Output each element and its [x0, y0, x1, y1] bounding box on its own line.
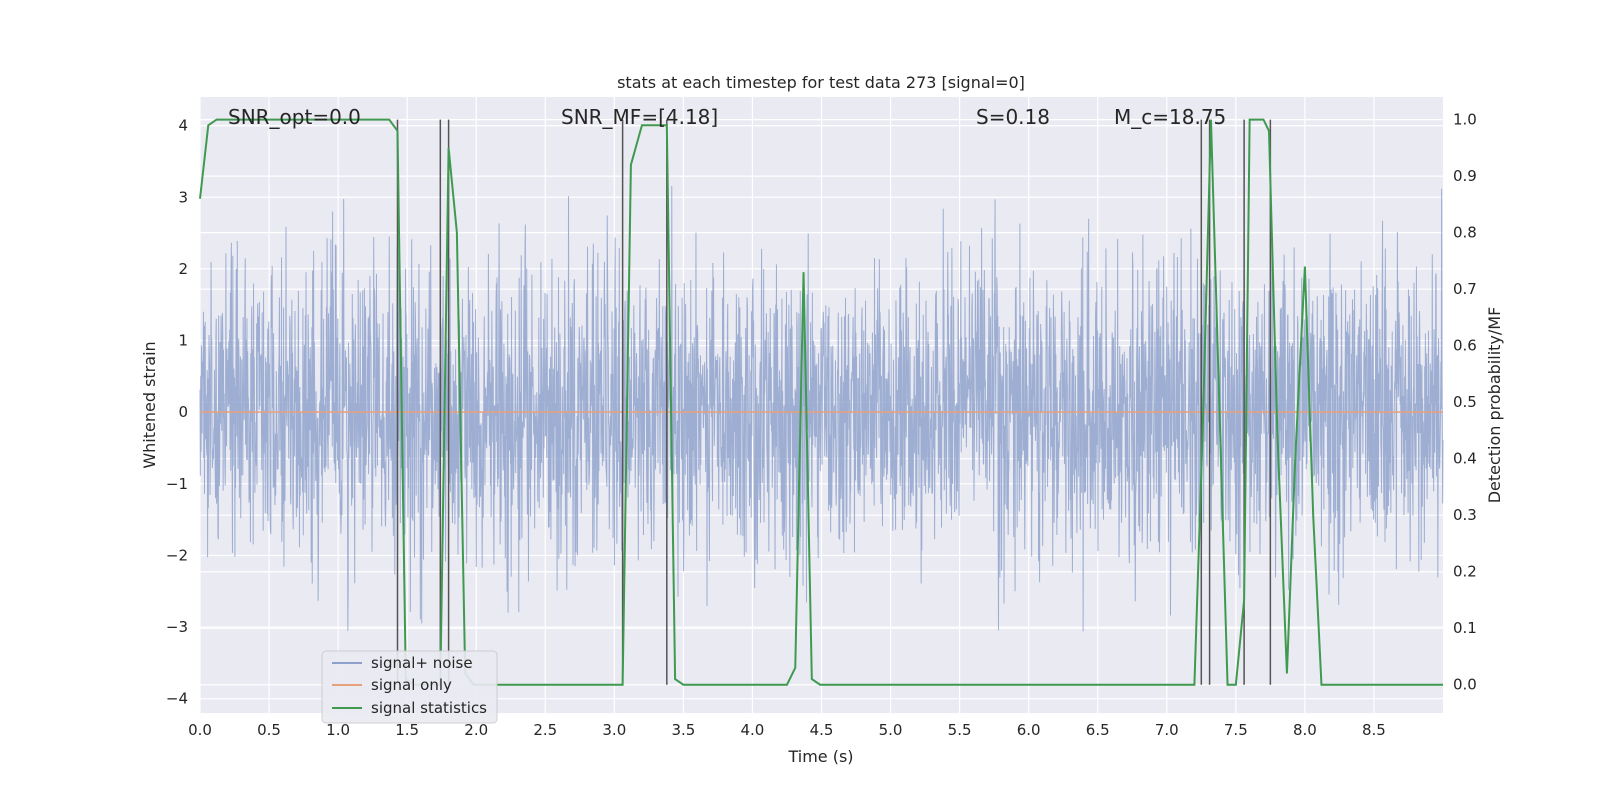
annotation-snr-mf: SNR_MF=[4.18] [561, 105, 718, 129]
x-tick-label: 4.0 [741, 721, 765, 739]
x-tick-label: 0.5 [257, 721, 281, 739]
y-right-tick-label: 0.7 [1453, 280, 1477, 298]
annotation-s: S=0.18 [976, 105, 1050, 129]
x-tick-label: 3.0 [602, 721, 626, 739]
noise-line [199, 185, 1444, 632]
x-tick-label: 0.0 [188, 721, 212, 739]
annotation-snr-opt: SNR_opt=0.0 [228, 105, 361, 129]
x-tick-label: 2.0 [464, 721, 488, 739]
y-right-tick-label: 0.3 [1453, 506, 1477, 524]
y-left-tick-label: −4 [166, 690, 188, 708]
x-tick-label: 7.0 [1155, 721, 1179, 739]
chart-title: stats at each timestep for test data 273… [617, 73, 1025, 92]
x-tick-label: 3.5 [671, 721, 695, 739]
y-left-tick-label: 3 [178, 188, 188, 206]
y-right-tick-label: 0.0 [1453, 676, 1477, 694]
legend-label-signal: signal only [371, 676, 452, 694]
legend-label-noise: signal+ noise [371, 654, 473, 672]
y-right-tick-label: 0.4 [1453, 450, 1477, 468]
x-tick-label: 6.0 [1017, 721, 1041, 739]
y-right-tick-label: 1.0 [1453, 111, 1477, 129]
annotation-mc: M_c=18.75 [1114, 105, 1226, 129]
y-right-tick-label: 0.9 [1453, 167, 1477, 185]
y-right-tick-label: 0.8 [1453, 224, 1477, 242]
x-tick-label: 2.5 [533, 721, 557, 739]
x-tick-label: 7.5 [1224, 721, 1248, 739]
x-axis-label: Time (s) [787, 747, 853, 766]
vertical-lines [396, 119, 1272, 685]
y-right-tick-label: 0.6 [1453, 337, 1477, 355]
y-left-tick-label: −3 [166, 618, 188, 636]
y-left-tick-label: −1 [166, 475, 188, 493]
legend-label-stats: signal statistics [371, 699, 487, 717]
y-axis-label-right: Detection probability/MF [1485, 307, 1504, 504]
x-tick-label: 8.0 [1293, 721, 1317, 739]
y-left-tick-label: 0 [178, 403, 188, 421]
y-left-tick-label: 2 [178, 260, 188, 278]
annotations: SNR_opt=0.0 SNR_MF=[4.18] S=0.18 M_c=18.… [228, 105, 1226, 129]
x-tick-label: 6.5 [1086, 721, 1110, 739]
y-left-tick-label: 1 [178, 332, 188, 350]
y-right-tick-label: 0.5 [1453, 393, 1477, 411]
y-right-tick-label: 0.1 [1453, 619, 1477, 637]
x-tick-label: 1.5 [395, 721, 419, 739]
x-tick-label: 8.5 [1362, 721, 1386, 739]
y-axis-label-left: Whitened strain [140, 341, 159, 468]
y-right-tick-label: 0.2 [1453, 563, 1477, 581]
signal-noise-series [199, 185, 1444, 632]
legend-box [321, 650, 498, 724]
x-tick-label: 1.0 [326, 721, 350, 739]
x-tick-label: 5.5 [948, 721, 972, 739]
x-tick-label: 5.0 [879, 721, 903, 739]
legend: signal+ noise signal only signal statist… [321, 650, 498, 724]
y-left-tick-label: −2 [166, 546, 188, 564]
x-tick-label: 4.5 [810, 721, 834, 739]
y-left-tick-label: 4 [178, 117, 188, 135]
ticks: 0.0 0.5 1.0 1.5 2.0 2.5 3.0 3.5 4.0 4.5 5.0 5.5 6.0 6… [166, 111, 1477, 739]
